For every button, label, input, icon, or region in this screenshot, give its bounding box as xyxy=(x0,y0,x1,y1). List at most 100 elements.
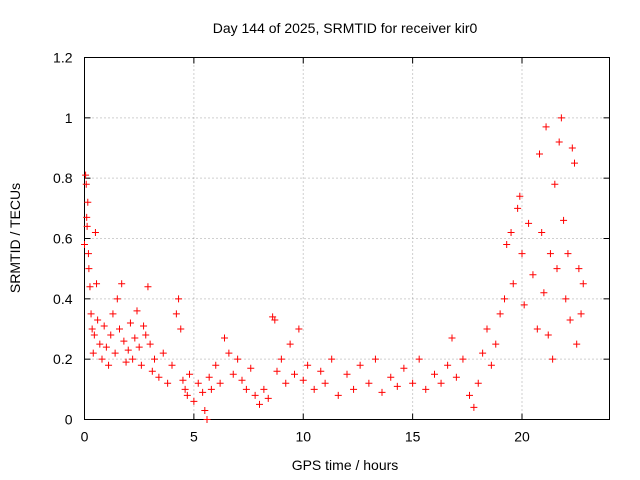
data-point xyxy=(553,265,561,273)
y-tick-label: 0 xyxy=(65,412,73,428)
y-tick-labels: 0 0.2 0.4 0.6 0.8 1 1.2 xyxy=(53,50,73,428)
data-point xyxy=(85,265,93,273)
data-point xyxy=(474,379,482,387)
data-point xyxy=(487,361,495,369)
data-point xyxy=(371,355,379,363)
data-point xyxy=(264,394,272,402)
data-point xyxy=(273,367,281,375)
data-point xyxy=(568,144,576,152)
data-point xyxy=(520,301,528,309)
data-point xyxy=(100,322,108,330)
data-point xyxy=(207,385,215,393)
data-point xyxy=(350,385,358,393)
data-point xyxy=(507,228,515,236)
data-point xyxy=(242,385,250,393)
data-point xyxy=(98,355,106,363)
data-point xyxy=(544,331,552,339)
data-point xyxy=(84,250,92,258)
data-point xyxy=(533,325,541,333)
data-point xyxy=(144,283,152,291)
data-point xyxy=(81,241,88,249)
data-point xyxy=(501,295,508,303)
data-point xyxy=(168,361,176,369)
data-point xyxy=(90,331,98,339)
x-tick-label: 10 xyxy=(295,429,311,445)
x-tick-label: 15 xyxy=(405,429,421,445)
y-axis-title: SRMTID / TECUs xyxy=(7,183,23,293)
data-point xyxy=(334,391,342,399)
data-point xyxy=(175,295,183,303)
data-point xyxy=(146,340,154,348)
x-tick-label: 5 xyxy=(190,429,198,445)
data-point xyxy=(540,289,548,297)
data-point xyxy=(448,334,456,342)
data-point xyxy=(87,310,95,318)
data-point xyxy=(133,307,141,315)
data-point xyxy=(560,216,568,224)
data-point xyxy=(291,370,298,378)
data-point xyxy=(566,316,574,324)
y-tick-label: 1 xyxy=(65,110,73,126)
data-point xyxy=(83,222,91,230)
data-point xyxy=(479,349,487,357)
data-point xyxy=(105,361,113,369)
data-point xyxy=(84,198,92,206)
data-point xyxy=(409,379,417,387)
data-point xyxy=(238,376,246,384)
data-point xyxy=(577,310,585,318)
data-point xyxy=(151,355,158,363)
data-point xyxy=(529,271,537,279)
data-point xyxy=(564,250,572,258)
data-point xyxy=(177,325,185,333)
data-point xyxy=(452,373,460,381)
data-point xyxy=(96,340,104,348)
data-point xyxy=(135,343,143,351)
data-point xyxy=(186,370,193,378)
data-point xyxy=(509,280,517,288)
data-point xyxy=(571,159,578,167)
data-point xyxy=(573,340,581,348)
y-tick-label: 0.6 xyxy=(53,231,73,247)
data-point xyxy=(201,406,209,414)
data-point xyxy=(466,391,473,399)
data-point xyxy=(89,349,97,357)
data-point xyxy=(496,310,504,318)
data-point xyxy=(295,325,303,333)
data-point xyxy=(299,376,307,384)
data-point xyxy=(172,310,180,318)
data-point xyxy=(86,283,94,291)
data-point xyxy=(203,416,211,423)
data-point xyxy=(83,213,91,221)
data-point xyxy=(378,388,386,396)
data-point xyxy=(164,379,172,387)
data-point xyxy=(234,355,242,363)
x-tick-label: 20 xyxy=(514,429,530,445)
data-point xyxy=(400,364,408,372)
x-tick-label: 0 xyxy=(81,429,89,445)
data-point xyxy=(260,385,268,393)
data-point xyxy=(93,280,101,288)
data-point xyxy=(205,373,213,381)
data-point xyxy=(393,382,401,390)
data-point xyxy=(120,337,128,345)
data-point xyxy=(212,361,220,369)
data-point xyxy=(131,334,139,342)
y-tick-label: 0.4 xyxy=(53,291,73,307)
data-point xyxy=(88,325,96,333)
data-point xyxy=(422,385,430,393)
grid-lines xyxy=(84,57,610,420)
data-point xyxy=(317,367,325,375)
data-point xyxy=(483,325,491,333)
data-point xyxy=(116,325,123,333)
data-point xyxy=(221,334,228,342)
data-point xyxy=(102,343,110,351)
y-tick-label: 0.8 xyxy=(53,170,73,186)
data-point xyxy=(124,346,132,354)
x-axis-title: GPS time / hours xyxy=(292,457,399,473)
data-point xyxy=(82,180,90,188)
data-point xyxy=(216,379,224,387)
data-point xyxy=(126,319,134,327)
chart-title: Day 144 of 2025, SRMTID for receiver kir… xyxy=(213,20,478,36)
data-point xyxy=(516,192,524,200)
